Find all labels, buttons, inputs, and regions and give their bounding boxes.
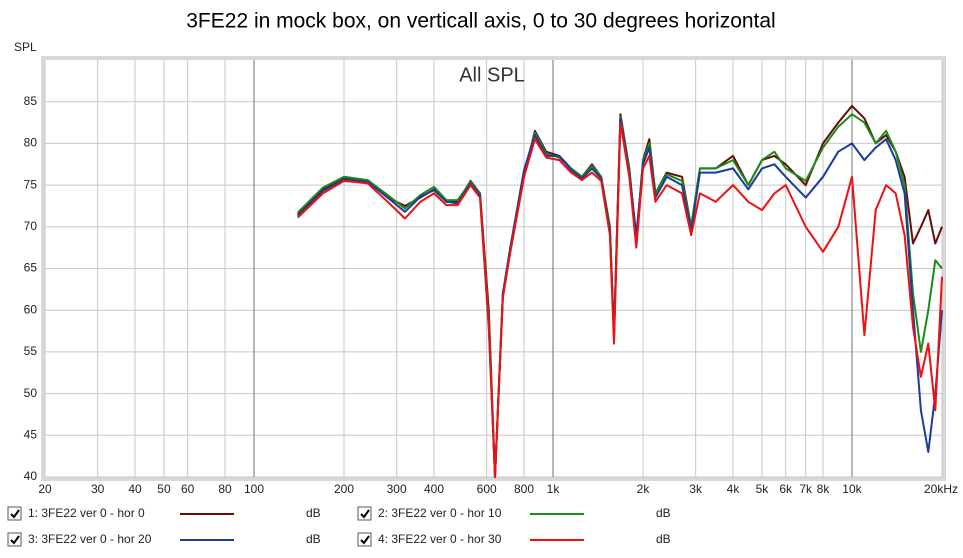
legend-unit: dB <box>656 506 671 520</box>
checkbox-check[interactable] <box>10 509 20 519</box>
legend-unit: dB <box>306 532 321 546</box>
checkbox-check[interactable] <box>360 535 370 545</box>
y-tick-label: 55 <box>24 344 38 358</box>
x-tick-label: 80 <box>218 482 232 496</box>
legend-checkbox[interactable] <box>357 506 372 521</box>
y-tick-label: 45 <box>24 427 38 441</box>
x-tick-label: 4k <box>727 482 741 496</box>
x-tick-label: 5k <box>756 482 770 496</box>
checkbox-check[interactable] <box>10 535 20 545</box>
y-tick-label: 40 <box>24 469 38 483</box>
x-tick-label: 6k <box>779 482 793 496</box>
x-tick-label: 8k <box>817 482 831 496</box>
x-tick-label: 30 <box>91 482 105 496</box>
legend-checkbox[interactable] <box>357 532 372 547</box>
x-tick-label: 20kHz <box>924 482 958 496</box>
y-tick-label: 85 <box>24 94 38 108</box>
x-tick-label: 60 <box>181 482 195 496</box>
checkbox-box[interactable] <box>7 506 22 521</box>
checkbox-box[interactable] <box>7 532 22 547</box>
x-tick-label: 2k <box>637 482 651 496</box>
series-lines <box>296 104 943 478</box>
legend-checkbox[interactable] <box>7 532 22 547</box>
y-axis-label: SPL <box>14 40 37 54</box>
legend-unit: dB <box>656 532 671 546</box>
y-tick-label: 50 <box>24 386 38 400</box>
x-tick-label: 10k <box>842 482 862 496</box>
legend-checkbox[interactable] <box>7 506 22 521</box>
y-tick-label: 65 <box>24 261 38 275</box>
x-tick-label: 7k <box>799 482 813 496</box>
x-tick-label: 300 <box>387 482 407 496</box>
x-tick-label: 40 <box>128 482 142 496</box>
legend-label: 3: 3FE22 ver 0 - hor 20 <box>28 532 152 546</box>
y-tick-label: 70 <box>24 219 38 233</box>
checkbox-check[interactable] <box>360 509 370 519</box>
x-tick-label: 50 <box>157 482 171 496</box>
legend-label: 1: 3FE22 ver 0 - hor 0 <box>28 506 145 520</box>
chart-subtitle: All SPL <box>459 64 525 86</box>
x-tick-label: 800 <box>514 482 534 496</box>
y-tick-label: 60 <box>24 302 38 316</box>
x-tick-label: 3k <box>689 482 703 496</box>
x-tick-label: 100 <box>244 482 264 496</box>
chart-title: 3FE22 in mock box, on verticall axis, 0 … <box>186 10 775 33</box>
series-line <box>297 121 943 478</box>
x-tick-label: 1k <box>547 482 561 496</box>
checkbox-box[interactable] <box>357 506 372 521</box>
legend-unit: dB <box>306 506 321 520</box>
x-tick-label: 200 <box>334 482 354 496</box>
grid: 40 45 50 55 60 65 70 75 80 85 20 30 40 50 60 80 100 200 30… <box>24 60 958 496</box>
x-tick-label: 400 <box>424 482 444 496</box>
x-tick-label: 600 <box>477 482 497 496</box>
x-tick-label: 20 <box>38 482 52 496</box>
legend-label: 2: 3FE22 ver 0 - hor 10 <box>378 506 502 520</box>
legend-label: 4: 3FE22 ver 0 - hor 30 <box>378 532 502 546</box>
y-tick-label: 80 <box>24 136 38 150</box>
checkbox-box[interactable] <box>357 532 372 547</box>
y-tick-label: 75 <box>24 177 38 191</box>
legend: 1: 3FE22 ver 0 - hor 0 dB 2: 3FE22 ver 0 -… <box>7 506 671 547</box>
